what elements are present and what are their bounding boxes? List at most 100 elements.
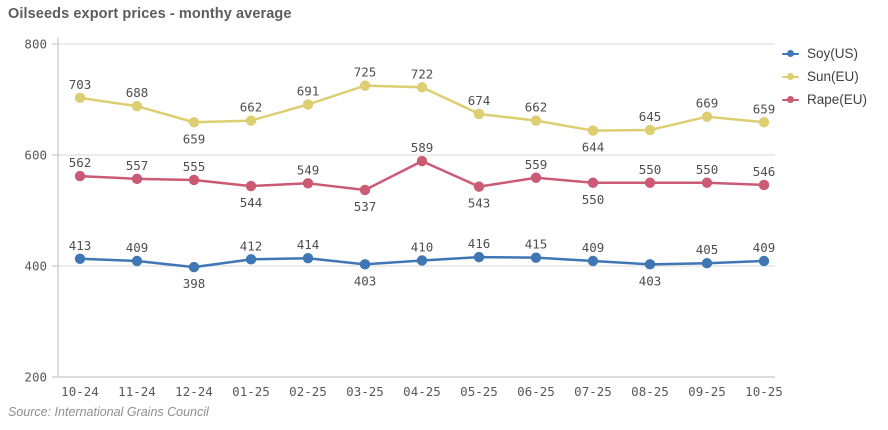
data-label: 413 [69, 238, 92, 253]
data-point[interactable] [758, 255, 770, 267]
data-point[interactable] [131, 255, 143, 267]
data-point[interactable] [188, 174, 200, 186]
x-tick-label: 04-25 [403, 384, 441, 399]
data-point[interactable] [131, 100, 143, 112]
data-label: 546 [753, 164, 776, 179]
data-point[interactable] [473, 251, 485, 263]
data-point[interactable] [188, 117, 200, 128]
y-tick-label: 800 [24, 37, 47, 52]
data-label: 409 [753, 240, 776, 255]
data-point[interactable] [644, 124, 656, 136]
x-tick-label: 11-24 [118, 384, 156, 399]
data-point[interactable] [359, 80, 371, 91]
data-label: 409 [126, 240, 149, 255]
x-tick-label: 10-24 [61, 384, 99, 399]
data-point[interactable] [302, 99, 314, 110]
data-point[interactable] [74, 253, 86, 264]
data-label: 550 [639, 162, 662, 177]
data-point[interactable] [359, 184, 371, 196]
data-point[interactable] [131, 173, 143, 185]
legend-item-rape[interactable]: Rape(EU) [782, 90, 867, 109]
data-point[interactable] [644, 177, 656, 188]
data-point[interactable] [530, 172, 542, 183]
data-point[interactable] [587, 177, 599, 188]
chart-legend: Soy(US) Sun(EU) Rape(EU) [782, 44, 867, 109]
y-tick-label: 400 [24, 259, 47, 274]
data-label: 403 [354, 273, 377, 288]
x-tick-label: 06-25 [517, 384, 555, 399]
x-tick-label: 10-25 [745, 384, 783, 399]
data-label: 589 [411, 140, 434, 155]
data-point[interactable] [758, 117, 770, 128]
data-point[interactable] [188, 261, 200, 273]
data-label: 405 [696, 242, 719, 257]
data-point[interactable] [74, 170, 86, 182]
x-tick-label: 03-25 [346, 384, 384, 399]
data-label: 691 [297, 83, 320, 98]
data-label: 403 [639, 273, 662, 288]
legend-item-sun[interactable]: Sun(EU) [782, 67, 867, 86]
y-tick-label: 600 [24, 148, 47, 163]
x-tick-label: 02-25 [289, 384, 327, 399]
data-point[interactable] [74, 92, 86, 104]
source-note: Source: International Grains Council [8, 405, 209, 419]
data-label: 659 [183, 131, 206, 146]
data-point[interactable] [701, 111, 713, 122]
data-point[interactable] [473, 108, 485, 120]
data-label: 550 [696, 162, 719, 177]
legend-label: Soy(US) [807, 46, 859, 61]
chart-title: Oilseeds export prices - monthy average [8, 6, 292, 22]
data-point[interactable] [758, 179, 770, 191]
data-point[interactable] [530, 252, 542, 263]
data-label: 557 [126, 158, 149, 173]
data-label: 555 [183, 159, 206, 174]
data-point[interactable] [416, 82, 428, 93]
data-label: 659 [753, 101, 776, 116]
x-tick-label: 08-25 [631, 384, 669, 399]
x-tick-label: 12-24 [175, 384, 213, 399]
data-label: 412 [240, 238, 263, 253]
data-label: 644 [582, 140, 605, 155]
x-tick-label: 09-25 [688, 384, 726, 399]
data-point[interactable] [302, 253, 314, 264]
x-tick-label: 07-25 [574, 384, 612, 399]
x-tick-label: 05-25 [460, 384, 498, 399]
data-point[interactable] [302, 178, 314, 189]
data-label: 537 [354, 199, 377, 214]
data-point[interactable] [416, 155, 428, 167]
data-label: 662 [240, 100, 263, 115]
data-point[interactable] [245, 180, 257, 192]
legend-line-dot-icon [782, 95, 799, 104]
data-point[interactable] [587, 255, 599, 267]
data-point[interactable] [701, 258, 713, 269]
legend-line-dot-icon [782, 49, 799, 58]
x-tick-label: 01-25 [232, 384, 270, 399]
legend-label: Rape(EU) [807, 92, 868, 107]
data-label: 416 [468, 236, 491, 251]
data-point[interactable] [416, 255, 428, 266]
data-label: 398 [183, 276, 206, 291]
data-label: 544 [240, 195, 263, 210]
data-point[interactable] [359, 259, 371, 270]
data-label: 550 [582, 192, 605, 207]
data-point[interactable] [245, 115, 257, 126]
data-label: 662 [525, 100, 548, 115]
data-label: 674 [468, 93, 491, 108]
data-point[interactable] [245, 254, 257, 265]
data-label: 669 [696, 96, 719, 111]
data-label: 414 [297, 237, 320, 252]
data-point[interactable] [530, 115, 542, 126]
legend-line-dot-icon [782, 72, 799, 81]
data-label: 562 [69, 155, 92, 170]
legend-item-soy[interactable]: Soy(US) [782, 44, 867, 63]
data-point[interactable] [473, 181, 485, 192]
data-label: 415 [525, 237, 548, 252]
data-point[interactable] [701, 177, 713, 188]
data-label: 543 [468, 196, 491, 211]
data-point[interactable] [644, 259, 656, 270]
data-point[interactable] [587, 125, 599, 136]
data-label: 549 [297, 162, 320, 177]
y-tick-label: 200 [24, 370, 47, 385]
